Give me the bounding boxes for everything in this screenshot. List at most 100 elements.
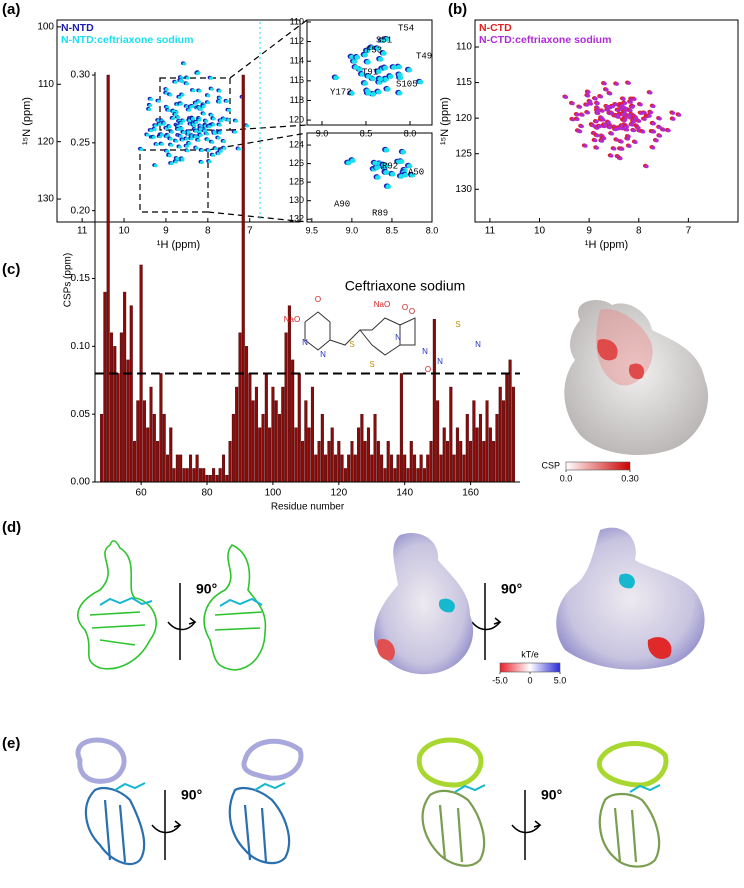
- peak: [174, 160, 179, 164]
- atom-label: N: [475, 340, 481, 349]
- x-tick-label: 8: [205, 226, 211, 237]
- peak: [632, 97, 637, 101]
- peak: [594, 133, 600, 138]
- x-tick-label: 9: [586, 226, 592, 237]
- peak: [670, 111, 676, 115]
- bar: [304, 400, 308, 483]
- peak: [211, 153, 216, 157]
- peak: [639, 111, 644, 116]
- peak: [149, 129, 154, 133]
- peak: [593, 96, 598, 101]
- y-tick-label: 0.30: [71, 70, 91, 81]
- bar: [383, 468, 387, 483]
- bar: [281, 386, 285, 483]
- peak: [149, 97, 154, 101]
- x-tick-label: 7: [686, 226, 692, 237]
- peak: [199, 160, 204, 165]
- nmr-peaks: [344, 146, 416, 190]
- x-tick-label: 10: [534, 226, 546, 237]
- peak: [206, 94, 211, 98]
- peak: [213, 147, 218, 151]
- peak: [600, 109, 605, 113]
- bar: [192, 468, 196, 483]
- x-tick-label: 8: [636, 226, 642, 237]
- bar: [386, 441, 390, 483]
- peak-annotation: R92: [382, 161, 398, 171]
- x-tick-label: 11: [77, 226, 88, 237]
- bar: [419, 454, 423, 483]
- peak: [614, 82, 619, 86]
- peak: [608, 91, 613, 96]
- colorbar-tick-label: 0.0: [560, 473, 573, 483]
- peak: [623, 125, 629, 129]
- peak: [607, 125, 613, 130]
- bar: [225, 475, 229, 483]
- bar: [340, 454, 344, 483]
- x-tick-label: 80: [201, 488, 213, 499]
- peak: [167, 125, 172, 129]
- peak: [657, 125, 662, 130]
- bar: [465, 413, 469, 483]
- bar: [353, 454, 357, 483]
- x-tick-label: 120: [330, 488, 347, 499]
- peak: [604, 88, 609, 92]
- peak-annotation: S105: [396, 79, 418, 89]
- peak: [178, 102, 183, 106]
- peak: [194, 129, 199, 133]
- peak: [197, 118, 202, 122]
- peak: [145, 133, 150, 137]
- peak: [575, 112, 580, 117]
- bar: [472, 400, 476, 483]
- peak: [400, 149, 407, 155]
- bar: [320, 413, 324, 483]
- bar: [238, 332, 242, 483]
- panel-label: (d): [2, 519, 21, 536]
- peak: [362, 52, 368, 58]
- bar: [241, 74, 245, 483]
- peak: [187, 108, 192, 112]
- peak: [212, 130, 217, 134]
- panel-label: (c): [2, 261, 20, 278]
- peak: [194, 120, 199, 125]
- y-tick-label: 124: [289, 139, 304, 149]
- atom-label: N: [395, 333, 401, 342]
- peak: [153, 124, 158, 128]
- peak: [148, 103, 153, 108]
- peak: [651, 121, 656, 126]
- x-tick-label: 11: [485, 226, 496, 237]
- bar: [251, 400, 255, 483]
- legend-entry: N-CTD:ceftriaxone sodium: [479, 34, 611, 46]
- peak: [631, 128, 637, 133]
- peak: [198, 127, 203, 131]
- csp-hotspot: [597, 339, 618, 361]
- bar: [146, 427, 150, 483]
- legend-entry: N-CTD: [479, 22, 512, 34]
- peak: [205, 132, 210, 136]
- bar: [202, 468, 206, 483]
- bar: [442, 427, 446, 483]
- peak: [375, 69, 382, 75]
- bar: [221, 454, 226, 483]
- peak: [620, 147, 625, 151]
- bar: [179, 454, 183, 483]
- atom-label: O: [402, 303, 408, 312]
- bar: [449, 386, 453, 483]
- peak: [237, 147, 241, 151]
- x-axis-label: Residue number: [271, 502, 345, 513]
- colorbar-tick-label: 0.30: [621, 473, 639, 483]
- peak: [379, 38, 386, 44]
- y-tick-label: 120: [289, 114, 304, 124]
- bar: [235, 386, 239, 483]
- x-tick-label: 60: [136, 488, 148, 499]
- panel-label: (b): [448, 1, 467, 18]
- legend-entry: N-NTD:ceftriaxone sodium: [61, 34, 193, 46]
- bar: [462, 454, 466, 483]
- bar: [258, 427, 262, 483]
- peak: [613, 127, 618, 132]
- peak: [628, 108, 633, 113]
- bar: [343, 468, 347, 483]
- peak-annotation: A50: [408, 167, 424, 177]
- bar: [330, 427, 334, 483]
- peak: [636, 119, 642, 123]
- peak: [166, 108, 171, 113]
